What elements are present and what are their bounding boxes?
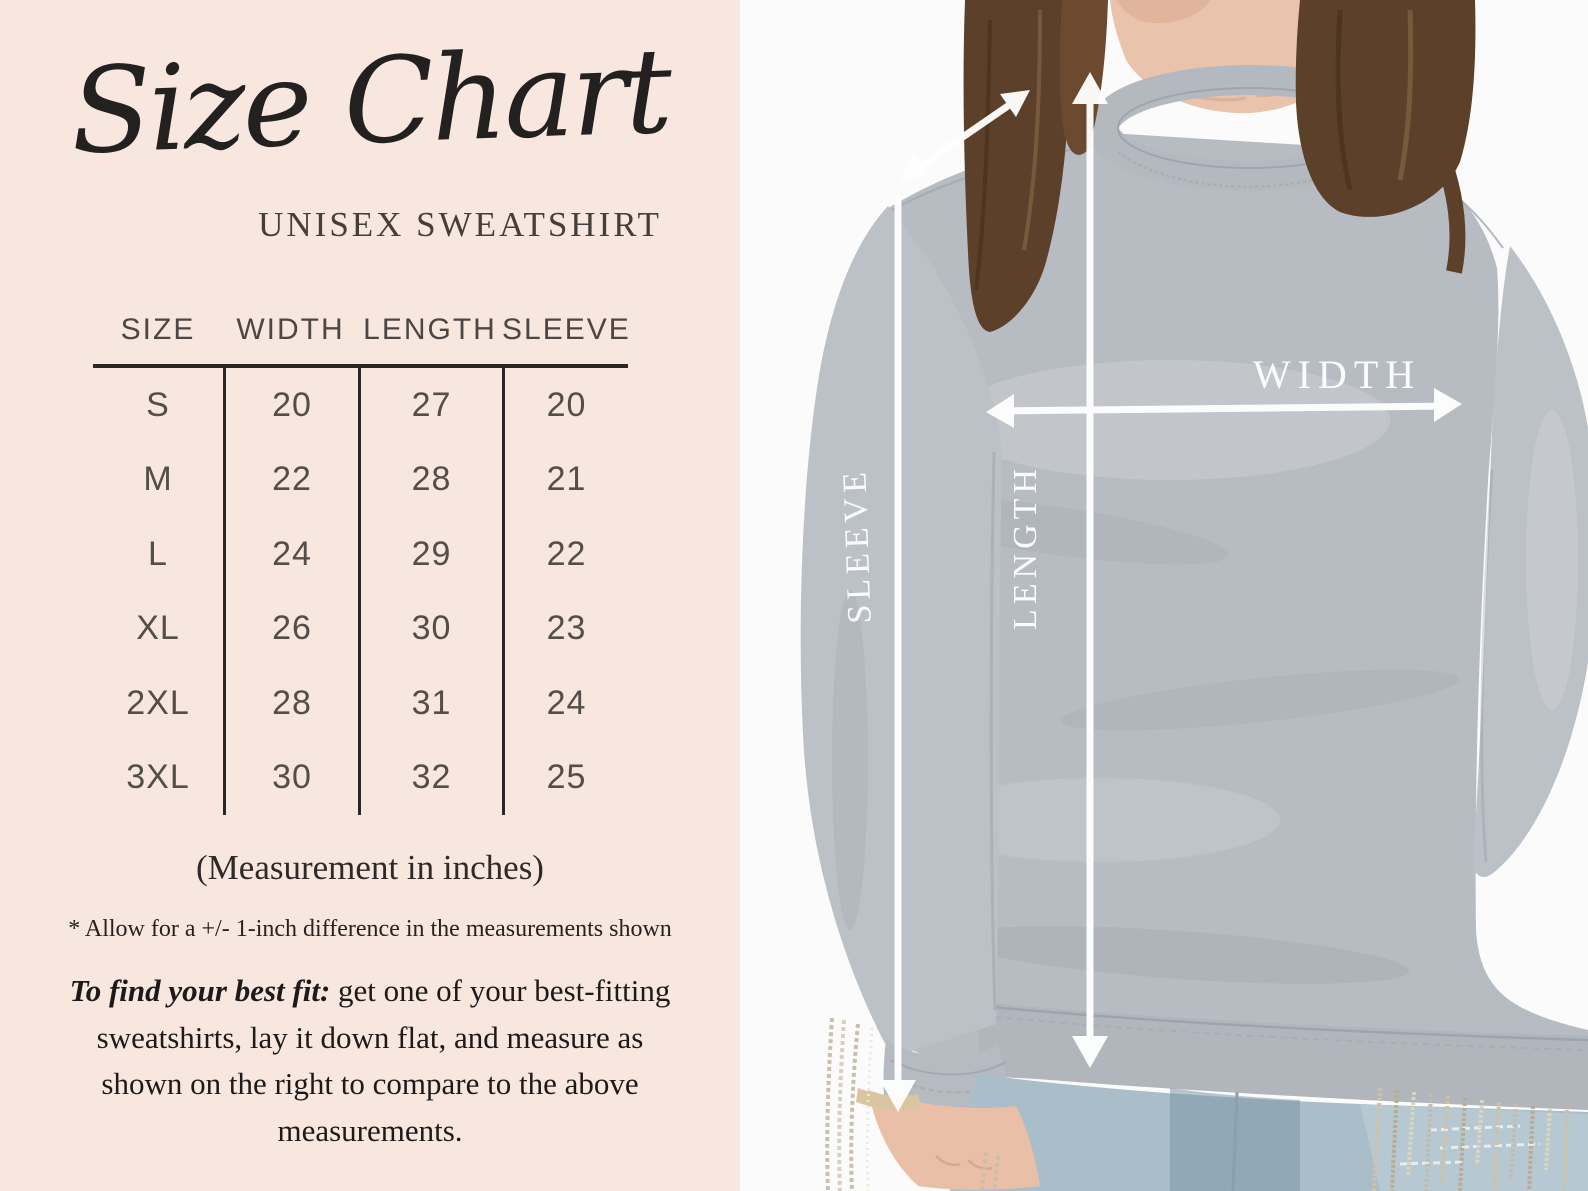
value-cell: 28 xyxy=(223,666,358,741)
value-cell: 21 xyxy=(502,442,628,517)
size-cell: M xyxy=(143,460,173,499)
fit-tip: To find your best fit: get one of your b… xyxy=(57,968,683,1154)
unit-note: (Measurement in inches) xyxy=(196,848,544,887)
value-cell: 28 xyxy=(358,442,502,517)
table-row: 2XL 28 31 24 xyxy=(93,666,628,741)
size-table-header: SIZE WIDTH LENGTH SLEEVE xyxy=(93,308,631,352)
value-cell: 22 xyxy=(223,442,358,517)
value-cell: 22 xyxy=(502,517,628,592)
column-header-size: SIZE xyxy=(120,313,196,346)
size-cell: 3XL xyxy=(126,758,190,797)
value-cell: 20 xyxy=(502,368,628,443)
column-header-length: LENGTH xyxy=(363,313,497,346)
length-arrow xyxy=(1072,72,1108,1068)
value-cell: 25 xyxy=(502,740,628,815)
bracelet-chains xyxy=(825,1017,1000,1191)
value-cell: 24 xyxy=(502,666,628,741)
value-cell: 23 xyxy=(502,591,628,666)
table-row: S 20 27 20 xyxy=(93,368,628,443)
value-cell: 31 xyxy=(358,666,502,741)
subtitle: UNISEX SWEATSHIRT xyxy=(258,205,662,244)
value-cell: 32 xyxy=(358,740,502,815)
sweatshirt-torso xyxy=(871,134,1588,1108)
value-cell: 30 xyxy=(358,591,502,666)
size-chart-panel: Size Chart UNISEX SWEATSHIRT SIZE WIDTH … xyxy=(0,0,740,1191)
value-cell: 27 xyxy=(358,368,502,443)
value-cell: 29 xyxy=(358,517,502,592)
fit-tip-lead: To find your best fit: xyxy=(69,973,331,1008)
table-row: XL 26 30 23 xyxy=(93,591,628,666)
sweatshirt-hem xyxy=(978,1002,1588,1110)
width-label: WIDTH xyxy=(1253,352,1421,397)
fringe-chains xyxy=(1372,1087,1569,1191)
value-cell: 20 xyxy=(223,368,358,443)
value-cell: 24 xyxy=(223,517,358,592)
table-row: M 22 28 21 xyxy=(93,442,628,517)
value-cell: 30 xyxy=(223,740,358,815)
width-arrow xyxy=(986,388,1462,428)
product-photo: WIDTH LENGTH SLEEVE xyxy=(740,0,1588,1191)
page-title: Size Chart xyxy=(68,21,672,181)
header-rule xyxy=(93,364,628,368)
model-hair xyxy=(963,0,1476,332)
value-cell: 26 xyxy=(223,591,358,666)
length-label: LENGTH xyxy=(1007,464,1044,630)
sleeve-label: SLEEVE xyxy=(836,466,878,624)
shoulder-arrow xyxy=(900,90,1030,180)
measurement-arrows xyxy=(880,72,1462,1112)
tolerance-note: * Allow for a +/- 1-inch difference in t… xyxy=(68,916,672,942)
size-table: SIZE WIDTH LENGTH SLEEVE S 20 27 20 M 22… xyxy=(93,308,631,815)
denim-shorts xyxy=(950,1074,1588,1191)
column-header-sleeve: SLEEVE xyxy=(502,313,631,346)
size-cell: 2XL xyxy=(126,683,190,722)
fit-tip-body: get one of your best-fitting sweatshirts… xyxy=(96,973,671,1148)
size-cell: XL xyxy=(136,609,180,648)
table-row: L 24 29 22 xyxy=(93,517,628,592)
size-cell: L xyxy=(148,534,168,573)
sleeve-arrow xyxy=(880,194,916,1112)
sweatshirt-illustration: WIDTH LENGTH SLEEVE xyxy=(740,0,1588,1191)
sweatshirt-right-sleeve xyxy=(1472,246,1588,877)
column-header-width: WIDTH xyxy=(236,313,345,346)
table-row: 3XL 30 32 25 xyxy=(93,740,628,815)
size-cell: S xyxy=(146,385,170,424)
model-hand xyxy=(825,1017,1040,1191)
